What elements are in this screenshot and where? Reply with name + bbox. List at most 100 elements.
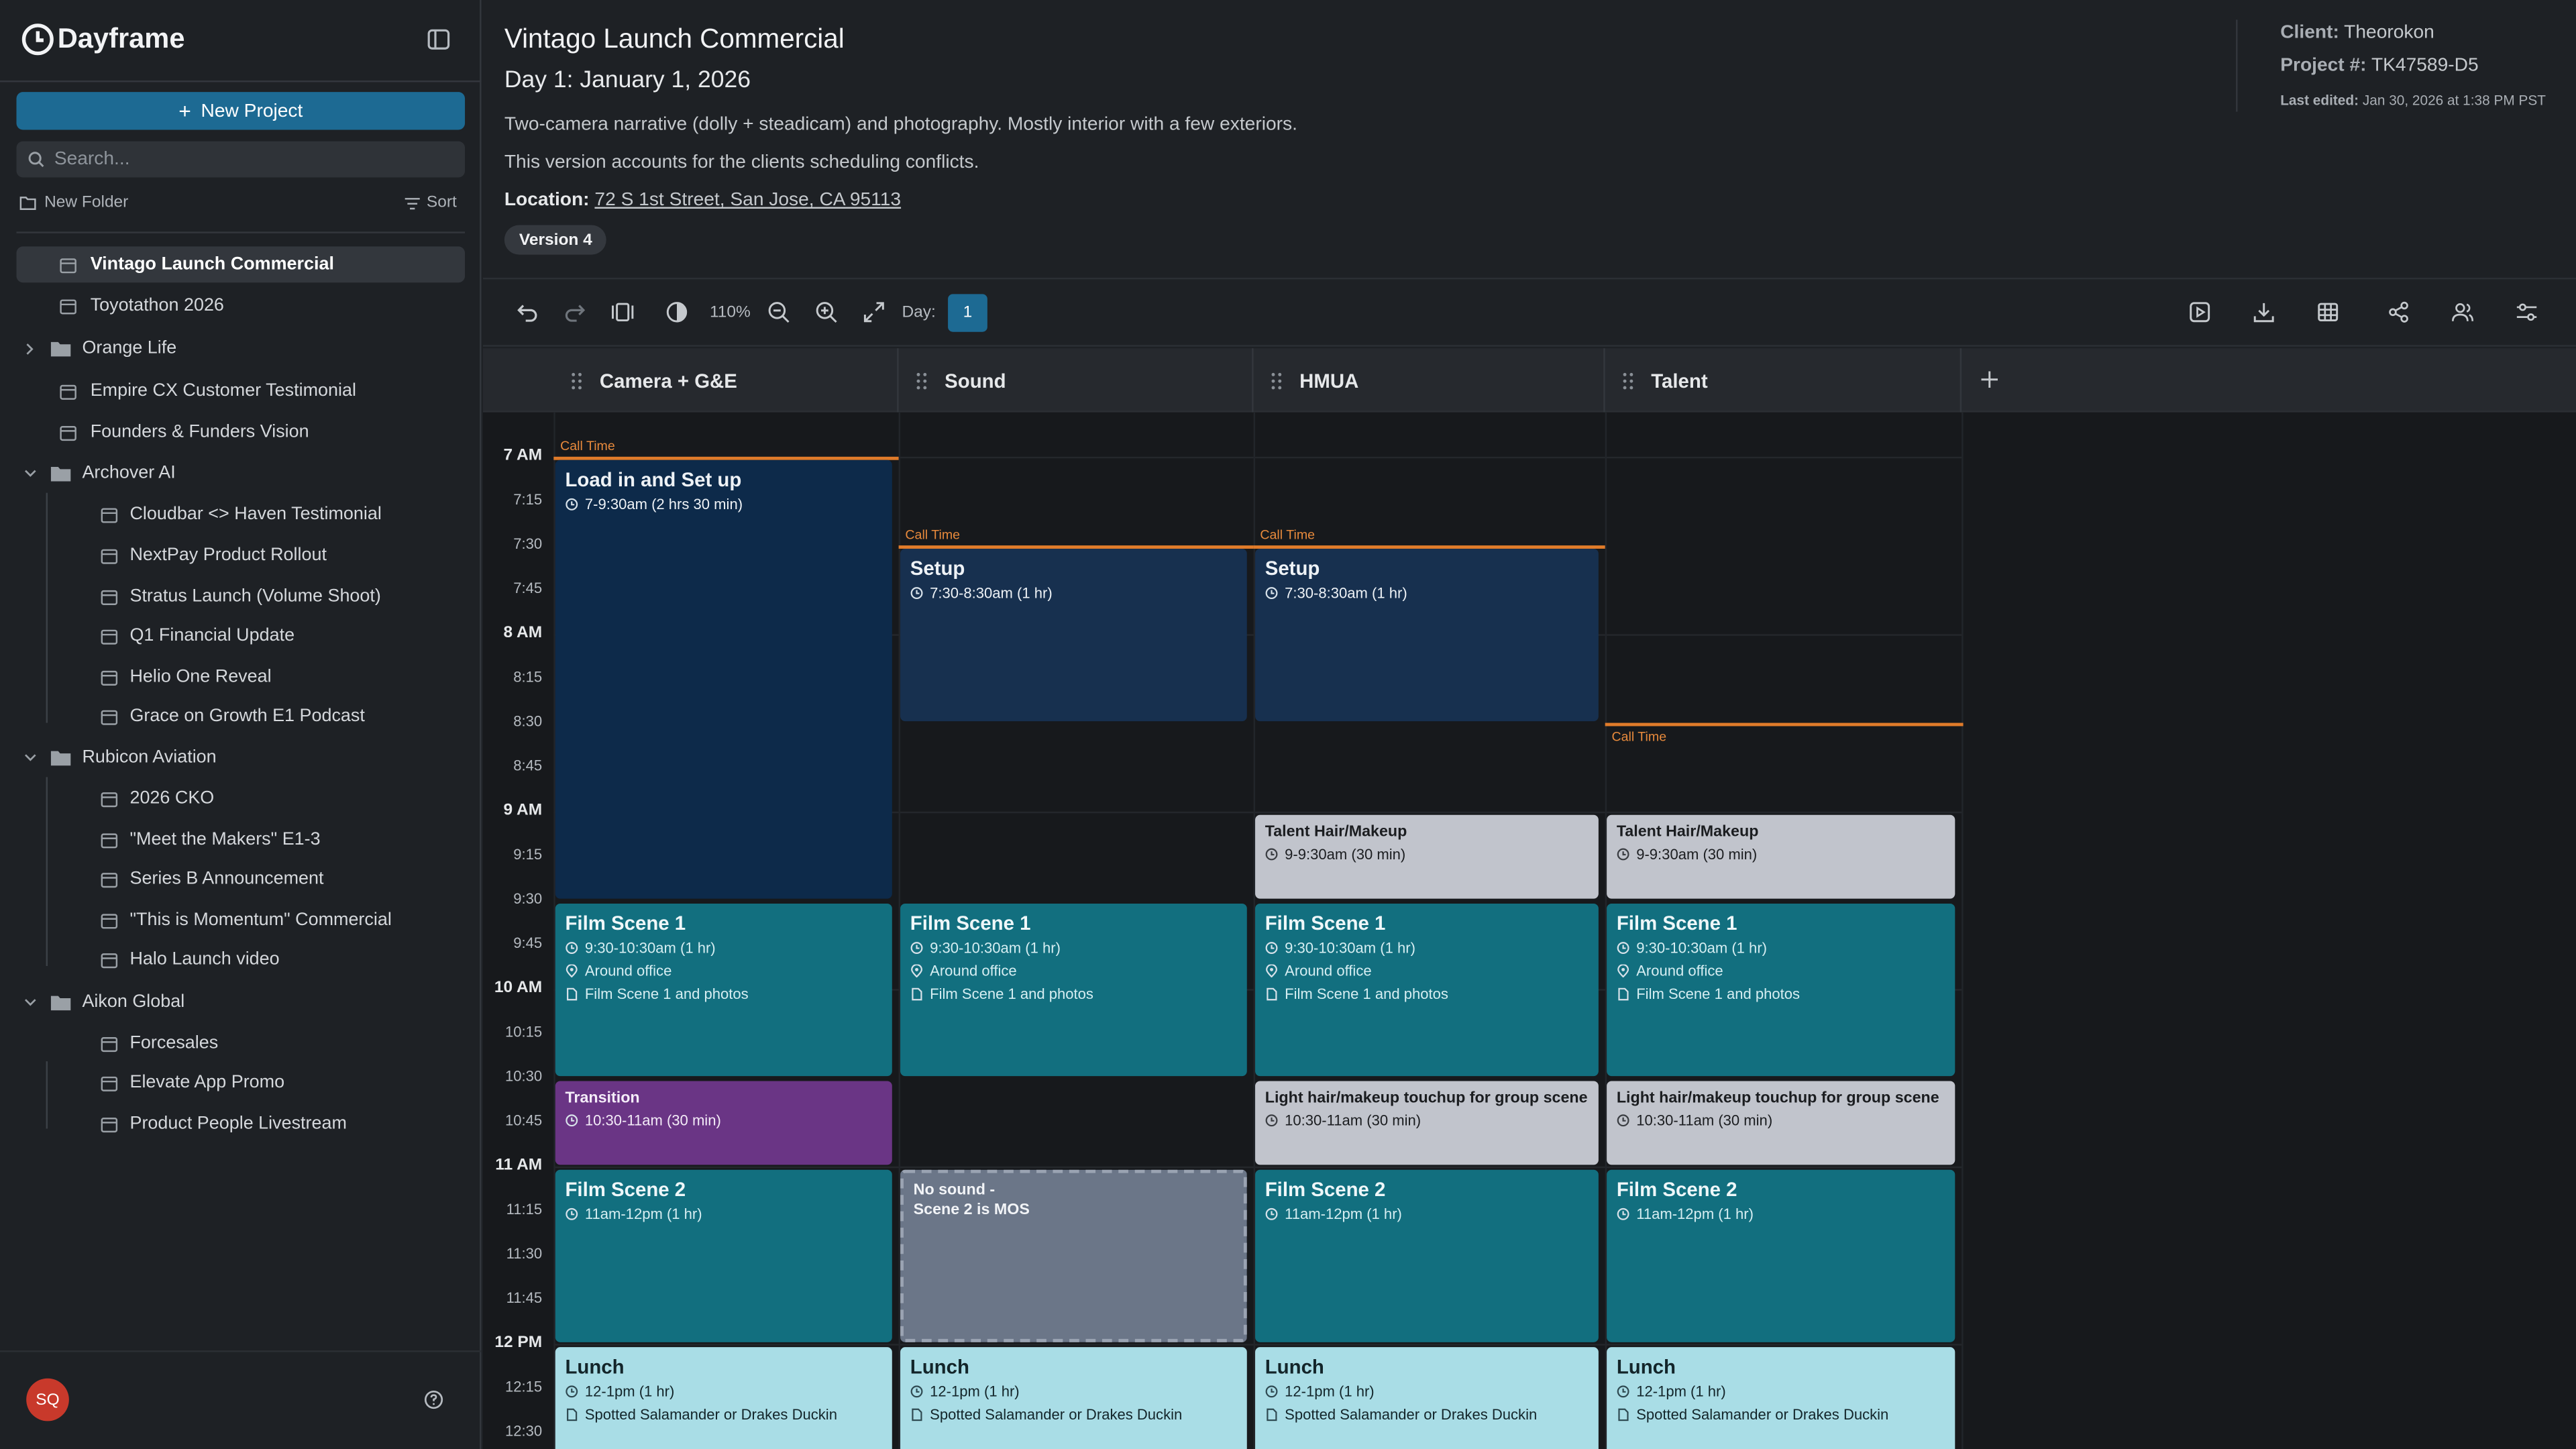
tree-item-label: Halo Launch video — [129, 949, 280, 969]
project-item[interactable]: Elevate App Promo — [85, 1065, 465, 1101]
event-title: Talent Hair/Makeup — [1265, 822, 1407, 841]
project-item[interactable]: NextPay Product Rollout — [85, 537, 465, 574]
project-item[interactable]: Stratus Launch (Volume Shoot) — [85, 578, 465, 614]
zoom-out-icon[interactable] — [767, 301, 790, 323]
user-avatar[interactable]: SQ — [26, 1378, 69, 1421]
users-icon[interactable] — [2451, 301, 2474, 323]
tree-item-label: NextPay Product Rollout — [129, 545, 327, 566]
folder-item[interactable]: Aikon Global — [23, 984, 465, 1020]
project-item[interactable]: Halo Launch video — [85, 941, 465, 977]
schedule-event[interactable]: Film Scene 2 11am-12pm (1 hr) — [1255, 1169, 1599, 1342]
add-column-icon[interactable] — [1978, 368, 2001, 391]
project-item[interactable]: Forcesales — [85, 1025, 465, 1061]
clock-icon — [910, 587, 923, 600]
share-icon[interactable] — [2387, 301, 2410, 323]
time-label: 9 AM — [503, 802, 543, 820]
drag-handle-icon[interactable] — [570, 370, 584, 390]
calendar-icon — [101, 871, 118, 887]
project-item[interactable]: Grace on Growth E1 Podcast — [85, 698, 465, 735]
event-time: 9:30-10:30am (1 hr) — [1617, 936, 1945, 959]
project-item[interactable]: "Meet the Makers" E1-3 — [85, 822, 465, 858]
project-item[interactable]: Q1 Financial Update — [85, 618, 465, 654]
event-title: Transition — [565, 1089, 640, 1108]
schedule-event[interactable]: Lunch 12-1pm (1 hr) Spotted Salamander or … — [555, 1347, 892, 1449]
app-name: Dayframe — [57, 23, 185, 54]
project-item[interactable]: Series B Announcement — [85, 861, 465, 897]
project-item[interactable]: Empire CX Customer Testimonial — [16, 373, 465, 409]
mos-event[interactable]: No sound - Scene 2 is MOS — [900, 1169, 1247, 1342]
schedule-event[interactable]: Light hair/makeup touchup for group scen… — [1607, 1081, 1955, 1165]
description-line-2: This version accounts for the clients sc… — [504, 152, 979, 173]
project-item[interactable]: Cloudbar <> Haven Testimonial — [85, 496, 465, 533]
help-icon[interactable] — [424, 1390, 443, 1409]
schedule-event[interactable]: Setup 7:30-8:30am (1 hr) — [900, 548, 1247, 722]
column-header[interactable]: Camera + G&E — [553, 348, 899, 413]
time-label: 11 AM — [495, 1157, 543, 1175]
folder-item[interactable]: Rubicon Aviation — [23, 739, 465, 775]
chevron-down-icon[interactable] — [23, 466, 38, 480]
schedule-event[interactable]: Film Scene 2 11am-12pm (1 hr) — [555, 1169, 892, 1342]
contrast-icon[interactable] — [665, 301, 688, 323]
schedule-event[interactable]: Film Scene 2 11am-12pm (1 hr) — [1607, 1169, 1955, 1342]
schedule-event[interactable]: Lunch 12-1pm (1 hr) Spotted Salamander or … — [1255, 1347, 1599, 1449]
time-label: 9:15 — [513, 846, 543, 863]
location-link[interactable]: 72 S 1st Street, San Jose, CA 95113 — [594, 191, 902, 211]
project-item[interactable]: Founders & Funders Vision — [16, 414, 465, 450]
project-item-selected[interactable]: Vintago Launch Commercial — [16, 246, 466, 283]
schedule-event[interactable]: Load in and Set up 7-9:30am (2 hrs 30 min… — [555, 460, 892, 899]
schedule-event[interactable]: Talent Hair/Makeup 9-9:30am (30 min) — [1607, 814, 1955, 899]
new-folder-button[interactable]: New Folder — [19, 194, 128, 212]
app-logo[interactable]: Dayframe — [21, 23, 185, 56]
project-item[interactable]: "This is Momentum" Commercial — [85, 902, 465, 938]
day-selector-button[interactable]: 1 — [948, 294, 987, 332]
schedule-event[interactable]: Setup 7:30-8:30am (1 hr) — [1255, 548, 1599, 722]
schedule-event[interactable]: Film Scene 1 9:30-10:30am (1 hr) Around of… — [1607, 903, 1955, 1077]
zoom-in-icon[interactable] — [815, 301, 838, 323]
download-icon[interactable] — [2253, 301, 2275, 323]
chevron-down-icon[interactable] — [23, 750, 38, 765]
settings-sliders-icon[interactable] — [2515, 301, 2538, 323]
sidebar-toggle-icon[interactable] — [427, 28, 450, 51]
divider — [2236, 19, 2238, 112]
undo-icon[interactable] — [516, 301, 539, 323]
schedule-event[interactable]: Lunch 12-1pm (1 hr) Spotted Salamander or … — [900, 1347, 1247, 1449]
project-item[interactable]: Helio One Reveal — [85, 659, 465, 695]
schedule-event[interactable]: Lunch 12-1pm (1 hr) Spotted Salamander or … — [1607, 1347, 1955, 1449]
project-item[interactable]: Product People Livestream — [85, 1106, 465, 1142]
project-item[interactable]: Toyotathon 2026 — [16, 288, 465, 324]
column-header[interactable]: HMUA — [1254, 348, 1605, 413]
schedule-event[interactable]: Film Scene 1 9:30-10:30am (1 hr) Around of… — [555, 903, 892, 1077]
drag-handle-icon[interactable] — [1270, 370, 1283, 390]
expand-icon[interactable] — [863, 301, 885, 323]
version-badge[interactable]: Version 4 — [504, 225, 607, 255]
column-header[interactable]: Talent — [1605, 348, 1962, 413]
chevron-down-icon[interactable] — [23, 995, 38, 1010]
folder-item[interactable]: Archover AI — [23, 455, 465, 491]
schedule-event[interactable]: Light hair/makeup touchup for group scen… — [1255, 1081, 1599, 1165]
present-icon[interactable] — [2188, 301, 2211, 323]
call-time-line — [553, 456, 899, 460]
time-label: 8:30 — [513, 712, 543, 730]
schedule-event[interactable]: Talent Hair/Makeup 9-9:30am (30 min) — [1255, 814, 1599, 899]
new-project-button[interactable]: + New Project — [16, 92, 466, 130]
redo-icon[interactable] — [564, 301, 586, 323]
calendar-icon — [101, 548, 118, 564]
search-box[interactable] — [16, 141, 466, 178]
event-time-text: 9-9:30am (30 min) — [1636, 846, 1758, 863]
schedule-event[interactable]: Film Scene 1 9:30-10:30am (1 hr) Around of… — [1255, 903, 1599, 1077]
drag-handle-icon[interactable] — [1621, 370, 1635, 390]
chevron-right-icon[interactable] — [23, 341, 38, 356]
event-time: 11am-12pm (1 hr) — [565, 1203, 882, 1226]
project-item[interactable]: 2026 CKO — [85, 780, 465, 816]
table-icon[interactable] — [2316, 301, 2339, 323]
column-header[interactable]: Sound — [899, 348, 1254, 413]
schedule-event[interactable]: Transition 10:30-11am (30 min) — [555, 1081, 892, 1165]
split-view-icon[interactable] — [611, 301, 634, 323]
sort-button[interactable]: Sort — [404, 194, 457, 212]
event-location: Around office — [565, 959, 882, 982]
folder-item[interactable]: Orange Life — [23, 330, 465, 366]
search-input[interactable] — [54, 149, 449, 170]
event-time: 9-9:30am (30 min) — [1617, 843, 1945, 865]
schedule-event[interactable]: Film Scene 1 9:30-10:30am (1 hr) Around of… — [900, 903, 1247, 1077]
drag-handle-icon[interactable] — [915, 370, 928, 390]
